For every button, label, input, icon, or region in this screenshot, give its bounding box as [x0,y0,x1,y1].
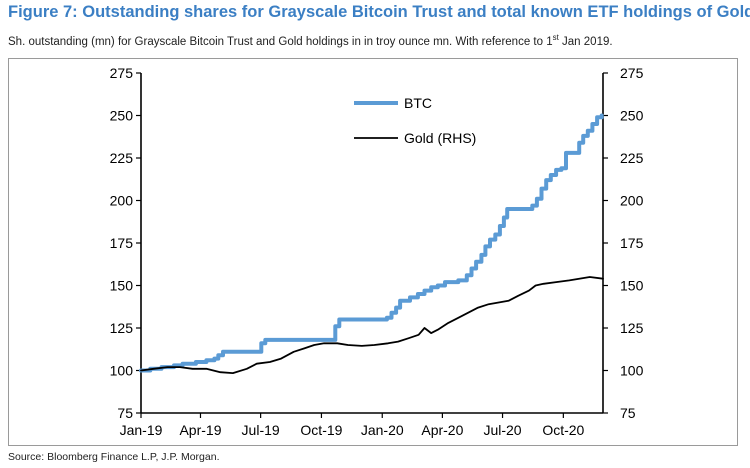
y-right-tick-label: 75 [620,405,636,421]
y-right-tick-label: 200 [620,193,644,209]
subtitle-text-end: Jan 2019. [558,36,613,48]
legend-label-btc: BTC [404,95,432,111]
x-tick-label: Jan-20 [361,422,404,438]
y-left-tick-label: 275 [110,65,134,81]
x-tick-label: Oct-20 [542,422,584,438]
y-right-tick-label: 125 [620,320,644,336]
y-left-tick-label: 200 [110,193,134,209]
y-right-tick-label: 100 [620,363,644,379]
btc-series-line [139,113,604,373]
y-left-tick-label: 125 [110,320,134,336]
y-left-tick-label: 75 [117,405,133,421]
y-right-tick-label: 275 [620,65,644,81]
y-right-tick-label: 150 [620,278,644,294]
y-left-tick-label: 175 [110,235,134,251]
y-left-tick-label: 150 [110,278,134,294]
figure-source: Source: Bloomberg Finance L.P, J.P. Morg… [8,451,220,463]
x-tick-label: Apr-20 [421,422,463,438]
y-right-tick-label: 175 [620,235,644,251]
gold-series-line [140,276,604,374]
y-left-tick-label: 250 [110,108,134,124]
y-right-tick-label: 250 [620,108,644,124]
x-tick-label: Oct-19 [300,422,342,438]
subtitle-superscript: st [552,33,559,42]
figure-subtitle: Sh. outstanding (mn) for Grayscale Bitco… [8,33,613,48]
chart-frame [8,58,738,446]
x-tick-label: Jan-19 [120,422,163,438]
y-right-tick-label: 225 [620,150,644,166]
subtitle-text: Sh. outstanding (mn) for Grayscale Bitco… [8,36,553,48]
x-tick-label: Apr-19 [179,422,221,438]
figure-title: Figure 7: Outstanding shares for Graysca… [8,3,750,21]
x-tick-label: Jul-19 [242,422,280,438]
x-tick-label: Jul-20 [483,422,521,438]
legend-label-gold: Gold (RHS) [404,130,476,146]
y-left-tick-label: 225 [110,150,134,166]
y-left-tick-label: 100 [110,363,134,379]
